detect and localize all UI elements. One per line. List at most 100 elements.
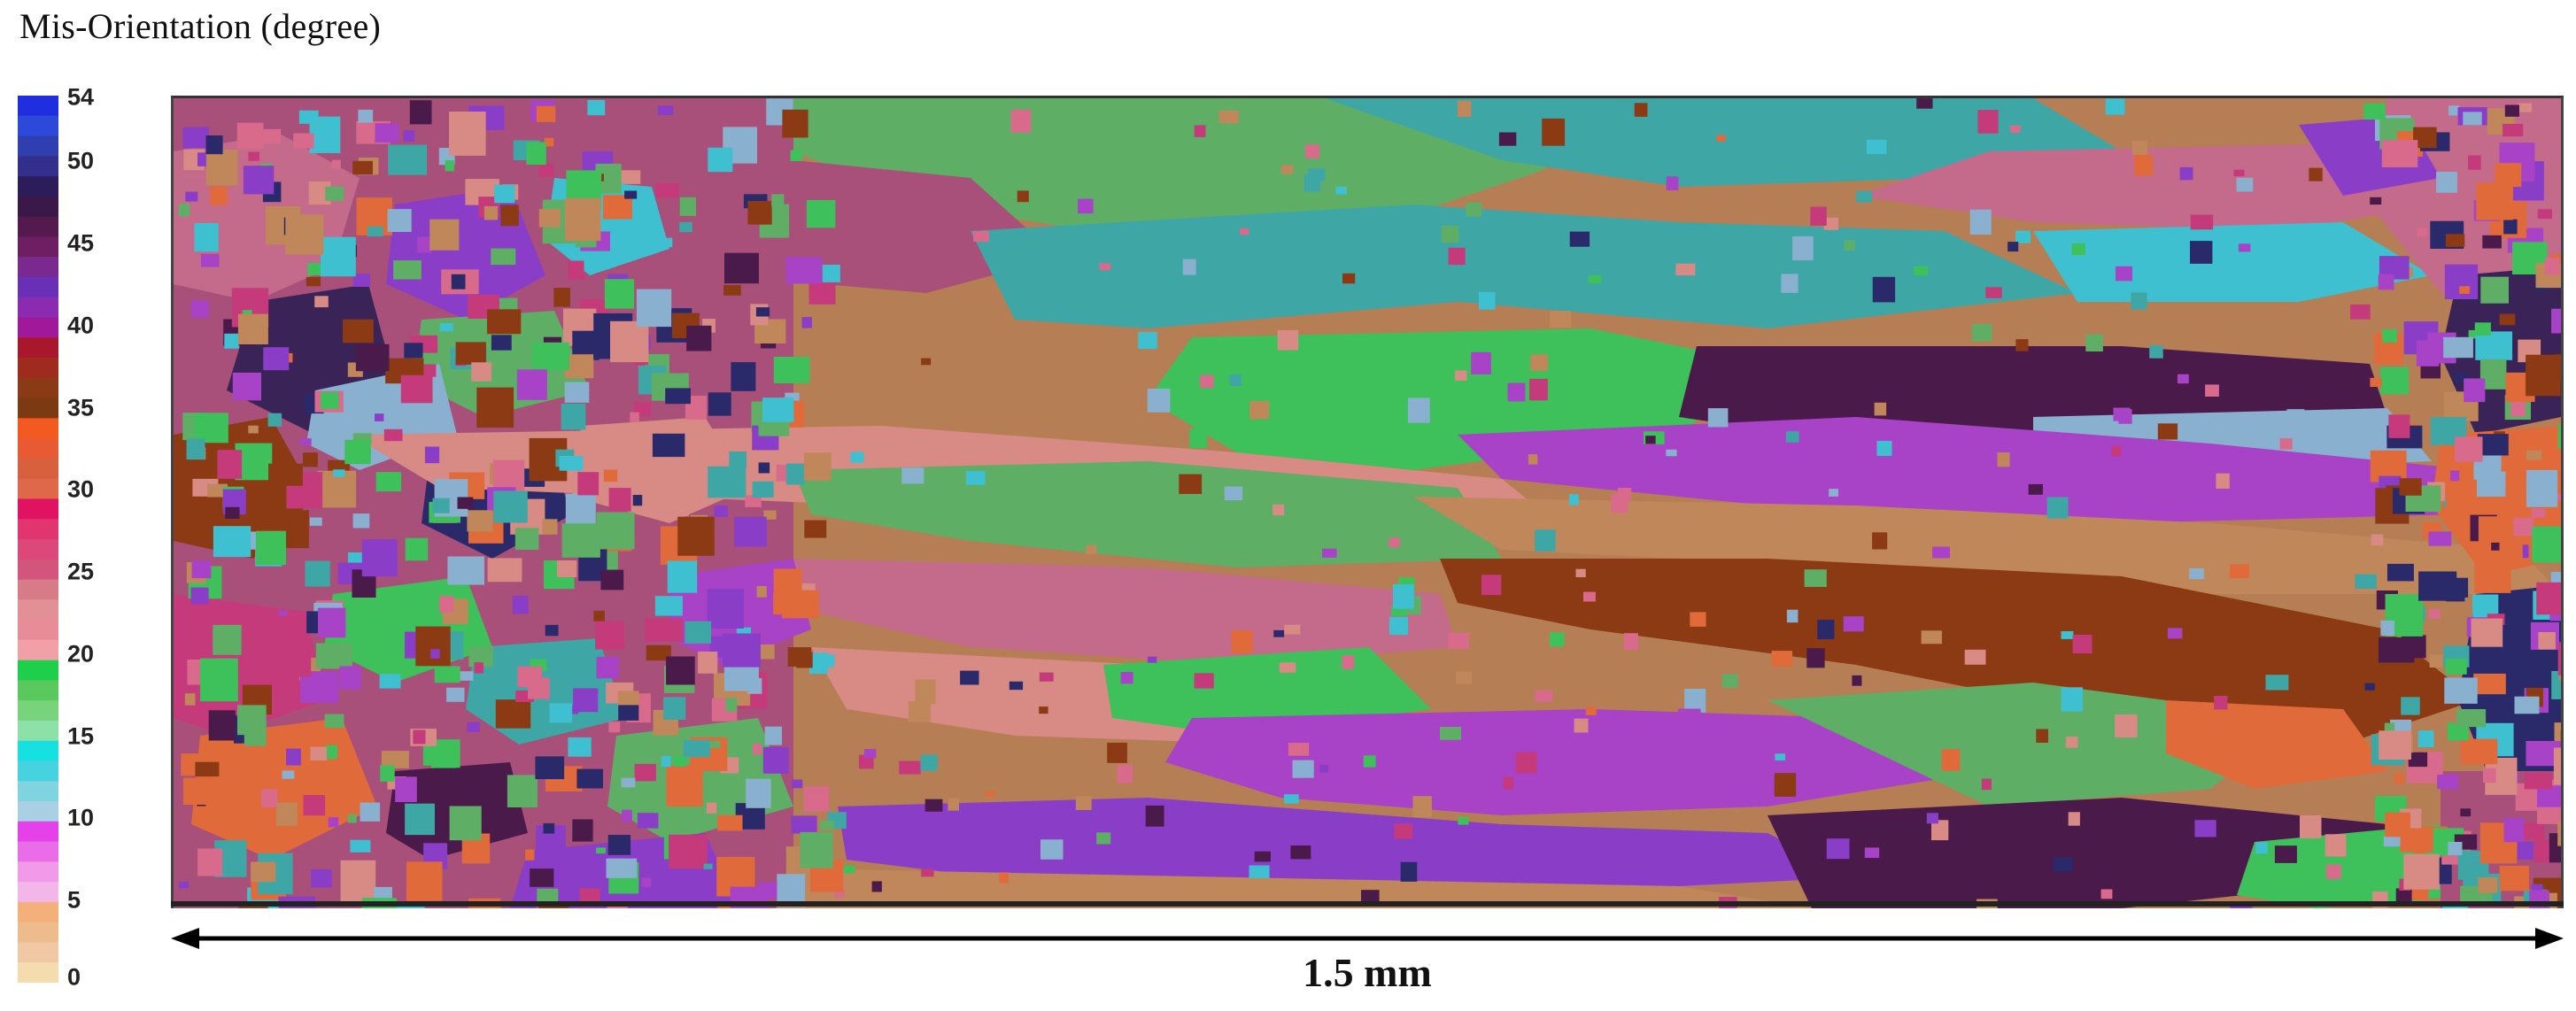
grain-speckle (1179, 474, 1203, 494)
grain-speckle (1448, 632, 1469, 650)
grain-speckle (215, 768, 233, 782)
grain-speckle (347, 814, 357, 823)
grain-speckle (500, 205, 519, 227)
grain-speckle (278, 610, 288, 616)
grain-speckle (205, 150, 238, 186)
grain-speckle (2157, 423, 2178, 440)
grain-speckle (1781, 274, 1799, 293)
grain-speckle (1224, 486, 1243, 501)
grain-speckle (677, 516, 715, 556)
grain-speckle (2516, 722, 2528, 732)
colorbar-tick-label: 15 (67, 722, 95, 750)
grain-speckle (986, 791, 995, 797)
grain-speckle (375, 413, 384, 421)
grain-speckle (1569, 231, 1590, 247)
map-bottom-edge (171, 901, 2564, 907)
grain-region (838, 798, 1856, 895)
grain-speckle (468, 645, 493, 668)
grain-speckle (1774, 773, 1797, 797)
colorbar-tick-label: 0 (67, 963, 81, 991)
grain-speckle (1249, 401, 1270, 420)
grain-speckle (2085, 334, 2103, 351)
grain-speckle (536, 105, 556, 122)
grain-speckle (2464, 378, 2486, 403)
colorbar-band (18, 579, 58, 600)
colorbar-band (18, 196, 58, 218)
colorbar-band (18, 680, 58, 701)
grain-speckle (1971, 324, 1992, 342)
grain-speckle (2350, 304, 2371, 320)
grain-speckle (276, 802, 298, 826)
scale-bar (171, 928, 2564, 949)
grain-speckle (2526, 450, 2542, 460)
grain-speckle (1017, 190, 1029, 203)
grain-speckle (1775, 753, 1786, 760)
grain-speckle (311, 868, 332, 888)
grain-speckle (2503, 817, 2525, 843)
grain-speckle (666, 656, 695, 685)
grain-speckle (542, 519, 558, 535)
grain-speckle (708, 466, 746, 498)
grain-speckle (1507, 382, 1526, 402)
grain-speckle (2071, 243, 2085, 256)
grain-speckle (491, 248, 516, 266)
colorbar-band (18, 297, 58, 319)
grain-speckle (1843, 616, 1864, 632)
grain-speckle (2413, 127, 2437, 149)
grain-speckle (1716, 135, 1726, 142)
grain-speckle (2475, 331, 2513, 360)
grain-speckle (507, 775, 538, 807)
grain-speckle (1666, 176, 1679, 190)
colorbar-band (18, 115, 58, 137)
grain-speckle (417, 236, 432, 253)
grain-speckle (1550, 311, 1572, 328)
grain-speckle (2309, 167, 2323, 181)
grain-speckle (1342, 655, 1355, 669)
grain-speckle (801, 317, 812, 328)
grain-speckle (1634, 103, 1648, 117)
grain-speckle (375, 123, 399, 143)
grain-speckle (568, 737, 592, 757)
grain-speckle (1283, 794, 1299, 804)
grain-speckle (658, 105, 674, 115)
grain-speckle (577, 472, 600, 496)
colorbar-band (18, 135, 58, 157)
grain-speckle (1342, 273, 1356, 284)
grain-speckle (1566, 140, 1577, 150)
colorbar-band (18, 176, 58, 197)
grain-speckle (1823, 217, 1838, 230)
grain-speckle (178, 203, 190, 217)
grain-speckle (603, 469, 618, 482)
grain-speckle (899, 760, 921, 775)
grain-speckle (608, 722, 621, 733)
grain-speckle (2036, 729, 2048, 743)
grain-speckle (1932, 546, 1950, 559)
grain-speckle (305, 560, 330, 587)
grain-speckle (1075, 796, 1092, 810)
grain-speckle (822, 265, 840, 282)
grain-speckle (2523, 822, 2545, 840)
grain-speckle (232, 372, 261, 401)
colorbar-band (18, 418, 58, 439)
grain-speckle (2370, 377, 2382, 387)
grain-speckle (492, 459, 525, 491)
grain-speckle (2503, 219, 2518, 235)
grain-speckle (1981, 778, 1992, 791)
grain-speckle (819, 820, 834, 830)
grain-speckle (2544, 257, 2560, 275)
grain-speckle (858, 754, 874, 769)
grain-speckle (2468, 155, 2481, 170)
grain-speckle (1583, 591, 1596, 602)
grain-speckle (2444, 677, 2478, 704)
grain-speckle (352, 274, 370, 287)
colorbar-tick-label: 45 (67, 229, 95, 257)
grain-speckle (538, 164, 554, 178)
grain-speckle (2233, 169, 2245, 177)
grain-speckle (2113, 407, 2131, 421)
grain-speckle (624, 190, 638, 199)
grain-speckle (606, 858, 638, 878)
grain-speckle (1856, 190, 1872, 203)
grain-speckle (2015, 230, 2031, 243)
grain-speckle (2214, 696, 2228, 710)
grain-speckle (375, 472, 402, 492)
